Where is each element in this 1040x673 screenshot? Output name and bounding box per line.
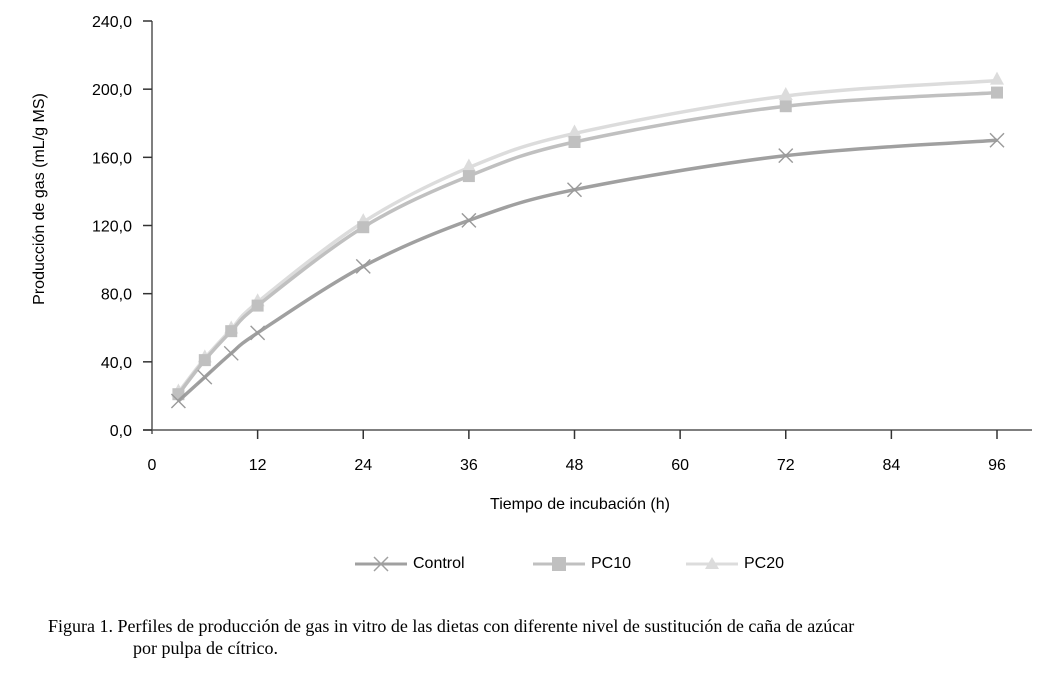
caption-line-2: por pulpa de cítrico. [133, 638, 278, 658]
triangle-marker-icon [686, 557, 738, 569]
x-tick-label: 12 [249, 457, 267, 474]
series-pc10 [172, 86, 1003, 401]
square-marker-icon [462, 170, 475, 183]
square-marker-icon [251, 299, 264, 312]
square-marker-icon [779, 100, 792, 113]
square-marker-icon [198, 354, 211, 367]
series-lines [170, 71, 1005, 409]
triangle-marker-icon [990, 71, 1004, 85]
y-tick-label: 120,0 [92, 219, 132, 236]
triangle-marker-icon [461, 158, 476, 172]
x-tick-label: 24 [354, 457, 372, 474]
caption-line-1: Figura 1. Perfiles de producción de gas … [48, 616, 855, 636]
triangle-marker-icon [778, 86, 793, 100]
legend-item-control: Control [355, 552, 465, 576]
x-tick-label: 96 [988, 457, 1006, 474]
square-marker-icon [357, 221, 370, 234]
x-tick-label: 84 [882, 457, 900, 474]
square-marker-icon [225, 325, 238, 338]
square-marker-icon [991, 86, 1003, 99]
y-tick-label: 240,0 [92, 14, 132, 31]
x-marker-icon [355, 556, 407, 572]
x-tick-label: 60 [671, 457, 689, 474]
y-tick-label: 40,0 [101, 355, 132, 372]
y-tick-label: 0,0 [110, 423, 132, 440]
triangle-marker-icon [567, 124, 582, 138]
axes: 0,0 40,0 80,0 120,0 160,0 200,0 240,0 0 12 24 36 48… [92, 14, 1032, 474]
x-tick-label: 72 [777, 457, 795, 474]
gas-production-chart: 0,0 40,0 80,0 120,0 160,0 200,0 240,0 0 12 24 36 48… [92, 14, 1032, 474]
y-tick-label: 200,0 [92, 82, 132, 99]
series-pc20 [171, 71, 1004, 397]
x-axis-label: Tiempo de incubación (h) [490, 496, 670, 513]
y-tick-label: 160,0 [92, 150, 132, 167]
y-axis-label: Producción de gas (mL/g MS) [31, 93, 48, 305]
series-control [170, 132, 1005, 409]
legend-item-pc10: PC10 [533, 552, 631, 576]
legend-label-control: Control [413, 555, 465, 572]
square-marker-icon [533, 557, 585, 571]
legend-label-pc20: PC20 [744, 555, 785, 572]
legend-label-pc10: PC10 [591, 555, 632, 572]
figure-caption: Figura 1. Perfiles de producción de gas … [48, 615, 1038, 659]
x-tick-label: 0 [148, 457, 157, 474]
x-tick-label: 48 [566, 457, 584, 474]
legend-item-pc20: PC20 [686, 552, 784, 576]
square-marker-icon [568, 135, 581, 148]
x-tick-label: 36 [460, 457, 478, 474]
y-tick-label: 80,0 [101, 287, 132, 304]
